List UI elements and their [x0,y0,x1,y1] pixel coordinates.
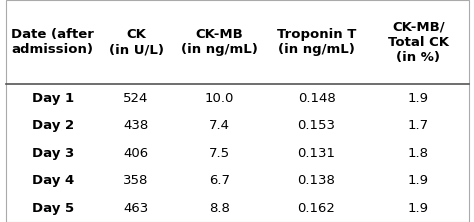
Text: 1.7: 1.7 [408,119,429,132]
Text: 0.131: 0.131 [298,147,336,160]
Text: Date (after
admission): Date (after admission) [11,28,94,56]
Text: 0.162: 0.162 [298,202,336,215]
Text: 0.138: 0.138 [298,174,336,187]
Text: Day 5: Day 5 [32,202,74,215]
Text: Day 4: Day 4 [32,174,74,187]
Text: 358: 358 [123,174,149,187]
Text: 1.9: 1.9 [408,202,429,215]
Text: 0.148: 0.148 [298,92,336,105]
Text: Day 1: Day 1 [32,92,74,105]
Text: 7.4: 7.4 [209,119,230,132]
Text: Day 2: Day 2 [32,119,74,132]
Text: Day 3: Day 3 [32,147,74,160]
Text: CK-MB
(in ng/mL): CK-MB (in ng/mL) [181,28,258,56]
Text: 524: 524 [123,92,149,105]
Text: 1.9: 1.9 [408,174,429,187]
Text: 8.8: 8.8 [209,202,230,215]
Text: 463: 463 [123,202,149,215]
Text: Troponin T
(in ng/mL): Troponin T (in ng/mL) [277,28,356,56]
Text: 1.8: 1.8 [408,147,429,160]
Text: 7.5: 7.5 [209,147,230,160]
Text: 10.0: 10.0 [205,92,234,105]
Text: 6.7: 6.7 [209,174,230,187]
Text: CK-MB/
Total CK
(in %): CK-MB/ Total CK (in %) [388,20,449,64]
Text: 438: 438 [123,119,149,132]
Text: 0.153: 0.153 [298,119,336,132]
Text: 1.9: 1.9 [408,92,429,105]
Text: CK
(in U/L): CK (in U/L) [109,28,164,56]
Text: 406: 406 [124,147,149,160]
